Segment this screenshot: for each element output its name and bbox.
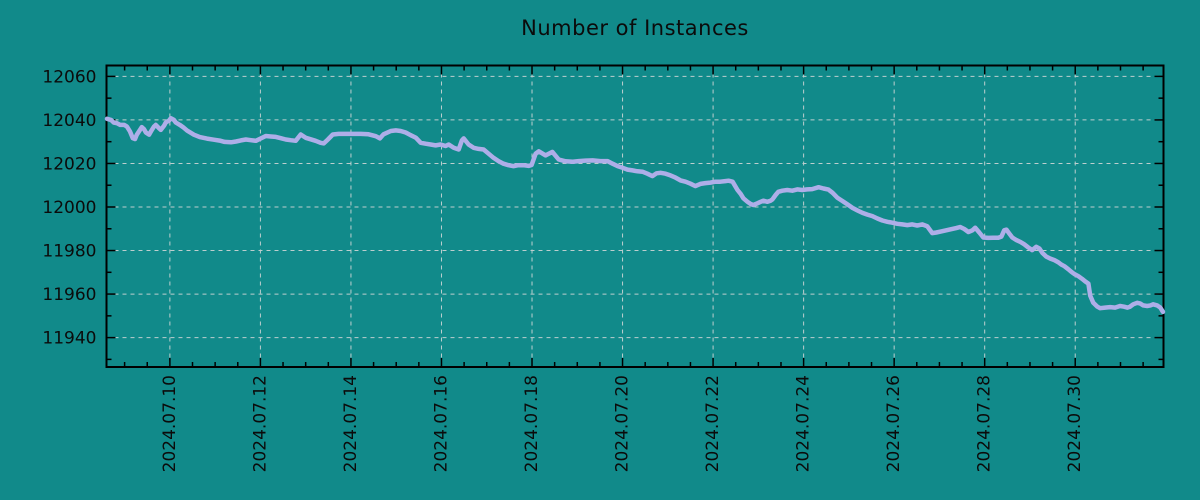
y-tick-label: 11960 <box>42 285 96 305</box>
x-tick-label: 2024.07.26 <box>884 375 904 472</box>
data-series-line <box>104 115 1166 315</box>
x-tick-label: 2024.07.14 <box>341 375 361 472</box>
x-tick-label: 2024.07.12 <box>250 375 270 472</box>
chart-title: Number of Instances <box>521 16 749 40</box>
x-tick-label: 2024.07.16 <box>431 375 451 472</box>
x-tick-label: 2024.07.10 <box>160 375 180 472</box>
plot-border <box>105 64 1165 368</box>
y-tick-label: 12060 <box>42 67 96 87</box>
x-tick-label: 2024.07.18 <box>522 375 542 472</box>
y-tick-label: 12000 <box>42 198 96 218</box>
y-tick-label: 11940 <box>42 329 96 349</box>
y-tick-label: 12040 <box>42 111 96 131</box>
y-tick-label: 12020 <box>42 154 96 174</box>
x-tick-label: 2024.07.24 <box>794 375 814 472</box>
x-tick-label: 2024.07.28 <box>975 375 995 472</box>
x-tick-label: 2024.07.30 <box>1065 375 1085 472</box>
y-tick-label: 11980 <box>42 242 96 262</box>
x-tick-label: 2024.07.20 <box>613 375 633 472</box>
x-tick-label: 2024.07.22 <box>703 375 723 472</box>
